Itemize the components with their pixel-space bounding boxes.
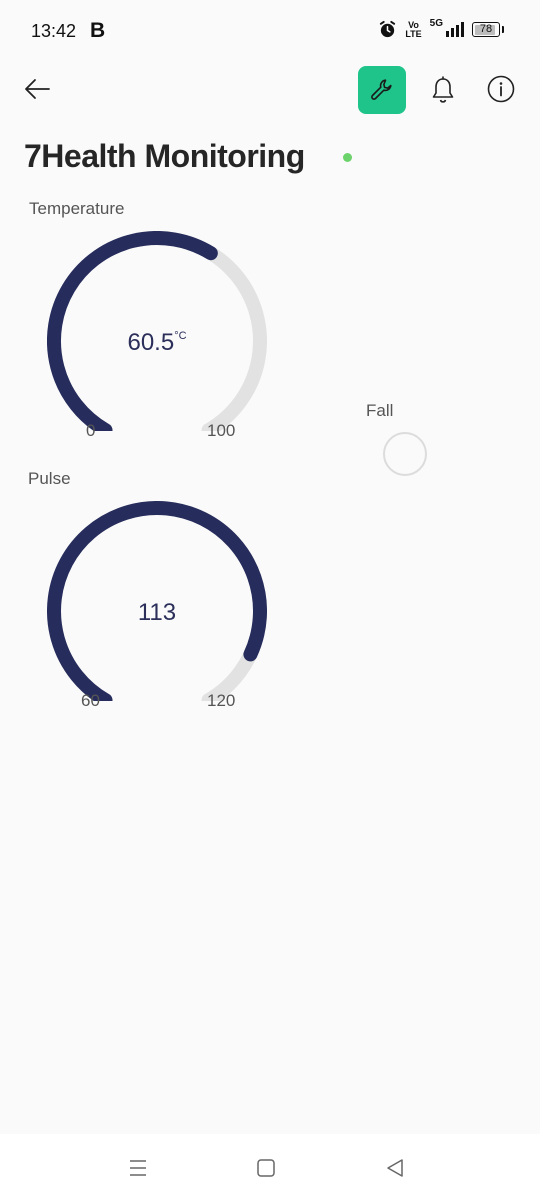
status-bar: 13:42 B Vo LTE 5G 78 [0,0,540,62]
page-title: 7Health Monitoring [24,138,305,175]
fall-indicator [383,432,427,476]
recent-apps-icon[interactable] [128,1158,148,1178]
temperature-gauge: 60.5°C [47,231,267,431]
status-carrier-badge: B [90,19,105,43]
bell-icon[interactable] [429,75,457,105]
temperature-max: 100 [207,421,235,441]
fall-label: Fall [366,401,393,421]
temperature-unit: °C [174,330,186,342]
temperature-value: 60.5°C [47,329,267,357]
online-status-dot [343,153,352,162]
signal-icon: 5G [430,22,464,37]
system-nav-bar [0,1134,540,1200]
app-toolbar [0,62,540,118]
settings-button[interactable] [358,66,406,114]
back-arrow-icon[interactable] [22,76,52,102]
network-type: 5G [430,18,443,29]
temperature-label: Temperature [29,199,124,219]
pulse-label: Pulse [28,469,71,489]
nav-back-icon[interactable] [385,1157,405,1179]
status-time: 13:42 [31,21,76,42]
home-icon[interactable] [256,1158,276,1178]
pulse-max: 120 [207,691,235,711]
temperature-min: 0 [86,421,95,441]
battery-icon: 78 [472,22,500,37]
info-icon[interactable] [486,74,516,104]
volte-indicator: Vo LTE [405,21,421,39]
alarm-icon [378,20,397,39]
pulse-gauge: 113 [47,501,267,701]
pulse-value: 113 [47,599,267,627]
status-icons: Vo LTE 5G 78 [378,20,500,39]
pulse-min: 60 [81,691,100,711]
wrench-icon [369,77,395,103]
